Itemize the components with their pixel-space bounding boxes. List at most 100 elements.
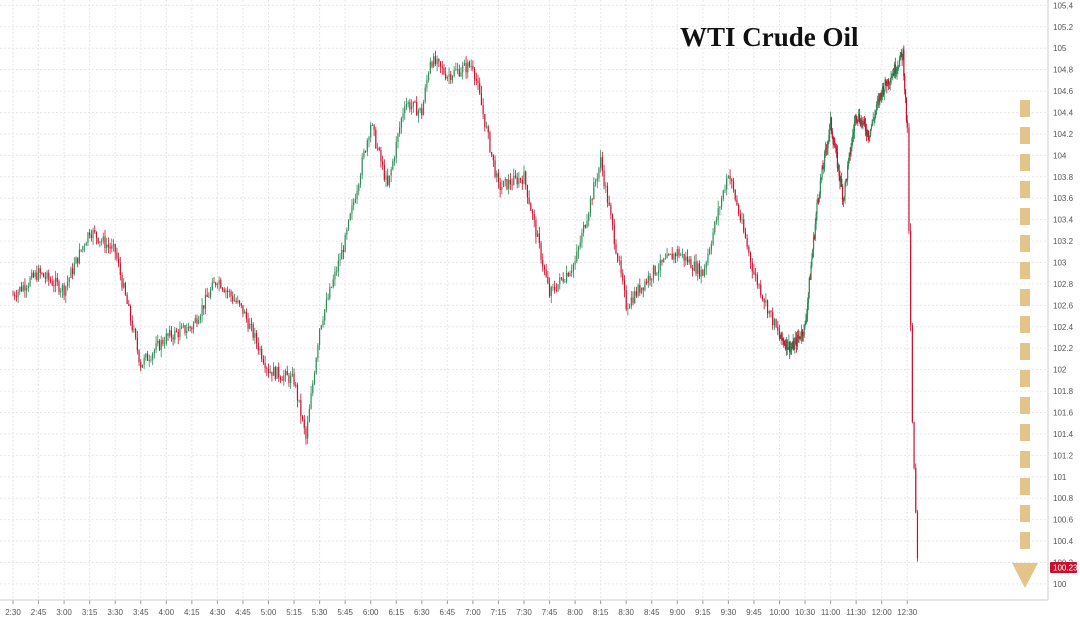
candle-body <box>383 164 385 180</box>
candle-body <box>502 180 505 188</box>
candle-body <box>887 79 889 87</box>
candle-body <box>881 86 884 97</box>
candle-body <box>535 219 537 237</box>
candle-body <box>891 76 893 79</box>
candle-body <box>29 278 31 286</box>
candle-body <box>138 350 140 363</box>
candle-body <box>196 318 198 324</box>
candle-body <box>600 157 602 168</box>
candle-body <box>252 324 254 338</box>
candle-body <box>830 117 832 125</box>
candle-body <box>94 230 96 232</box>
grid-lines <box>0 0 1048 600</box>
candle-body <box>885 79 887 85</box>
candle-body <box>647 275 649 283</box>
arrow-dash <box>1020 505 1030 522</box>
candle-body <box>215 282 217 286</box>
candle-body <box>824 152 826 167</box>
candle-body <box>78 249 81 264</box>
candle-body <box>697 263 699 274</box>
candle-body <box>898 58 901 67</box>
candle-body <box>145 353 147 358</box>
candle-body <box>509 179 511 185</box>
candle-body <box>376 147 379 149</box>
candle-body <box>811 258 813 267</box>
x-tick-label: 5:00 <box>261 608 277 617</box>
candle-body <box>255 332 258 344</box>
candle-body <box>913 421 915 469</box>
candle-body <box>815 214 817 225</box>
candle-body <box>703 268 706 276</box>
arrow-dash <box>1020 532 1030 549</box>
candle-body <box>346 229 348 235</box>
x-tick-label: 11:30 <box>846 608 866 617</box>
candle-body <box>250 323 253 325</box>
candle-body <box>129 305 132 321</box>
candle-body <box>496 173 498 177</box>
candle-body <box>760 284 762 296</box>
candle-body <box>300 399 302 417</box>
candle-body <box>803 324 805 336</box>
candle-body <box>254 332 256 338</box>
candle-body <box>404 106 406 114</box>
arrow-head <box>1012 563 1038 588</box>
candle-body <box>781 332 783 340</box>
candle-body <box>419 108 421 111</box>
candle-body <box>710 244 712 250</box>
candle-body <box>72 268 74 275</box>
candle-body <box>895 72 897 74</box>
candle-body <box>646 281 648 283</box>
y-tick-label: 102.8 <box>1053 280 1074 289</box>
y-tick-label: 104.4 <box>1053 109 1074 118</box>
candle-body <box>17 291 19 298</box>
candle-body <box>801 330 804 336</box>
x-tick-label: 4:15 <box>184 608 200 617</box>
candle-body <box>179 328 181 338</box>
candle-body <box>141 364 144 368</box>
candle-body <box>450 74 452 80</box>
candle-body <box>284 371 287 376</box>
candle-body <box>332 279 334 288</box>
candle-body <box>370 125 372 138</box>
candle-body <box>888 82 890 85</box>
candle-body <box>329 287 331 299</box>
last-price-badge-bg <box>1050 562 1077 573</box>
candle-body <box>63 285 65 296</box>
candle-body <box>116 252 118 259</box>
candle-body <box>796 334 798 346</box>
candle-body <box>390 169 392 176</box>
candle-body <box>656 273 658 275</box>
candle-body <box>487 126 489 133</box>
candle-body <box>818 194 821 199</box>
candle-body <box>468 62 471 67</box>
candle-body <box>531 210 534 214</box>
candle-body <box>433 56 435 67</box>
candle-body <box>897 67 899 69</box>
candle-body <box>298 399 300 401</box>
candle-body <box>629 306 631 309</box>
candle-body <box>20 286 23 291</box>
candle-body <box>688 259 690 263</box>
candle-body <box>184 325 186 333</box>
candle-body <box>511 184 513 186</box>
candle-body <box>414 101 416 103</box>
candle-body <box>434 56 437 65</box>
candle-body <box>208 296 210 298</box>
candle-body <box>438 59 440 62</box>
y-tick-label: 103.6 <box>1053 194 1074 203</box>
candle-body <box>19 286 21 292</box>
candle-body <box>904 89 907 98</box>
candle-body <box>594 181 597 183</box>
candle-body <box>792 341 794 349</box>
candle-body <box>124 282 127 295</box>
candle-body <box>588 213 590 221</box>
candle-body <box>857 119 859 121</box>
candle-body <box>560 277 563 279</box>
candle-body <box>552 286 554 288</box>
x-tick-label: 5:15 <box>286 608 302 617</box>
candle-body <box>61 285 63 291</box>
candle-body <box>519 178 522 180</box>
candle-body <box>445 73 447 79</box>
candle-body <box>692 268 694 271</box>
candle-body <box>68 277 70 282</box>
